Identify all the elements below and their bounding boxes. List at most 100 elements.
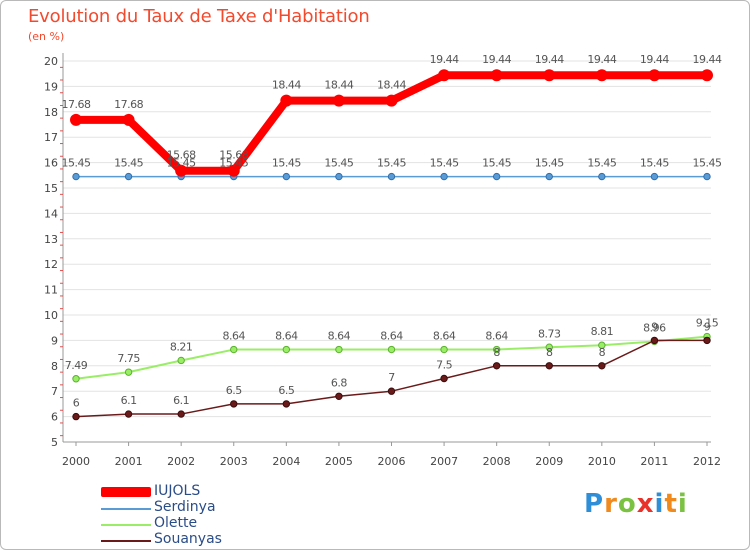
data-point-iujols bbox=[122, 113, 135, 126]
data-point-serdinya bbox=[545, 172, 553, 181]
data-label-olette: 8.73 bbox=[538, 327, 561, 340]
data-point-iujols bbox=[701, 69, 713, 82]
data-point-iujols bbox=[648, 69, 661, 82]
data-label-serdinya: 15.45 bbox=[430, 157, 459, 170]
data-label-olette: 7.75 bbox=[117, 352, 140, 365]
data-label-serdinya: 15.45 bbox=[693, 157, 722, 170]
data-point-serdinya bbox=[492, 172, 501, 181]
data-label-iujols: 15.68 bbox=[219, 149, 248, 162]
data-label-souanyas: 7.5 bbox=[436, 359, 452, 372]
y-tick-label: 16 bbox=[44, 157, 58, 170]
data-label-iujols: 18.44 bbox=[324, 79, 353, 92]
data-label-olette: 8.64 bbox=[275, 330, 298, 343]
data-label-iujols: 19.44 bbox=[587, 53, 616, 66]
legend-item-souanyas: Souanyas bbox=[101, 531, 341, 549]
data-label-serdinya: 15.45 bbox=[167, 157, 196, 170]
data-point-iujols bbox=[280, 94, 293, 107]
data-labels: 17.68 17.68 15.68 15.68 18.44 18.44 18.44 19.44… bbox=[62, 53, 723, 410]
data-label-serdinya: 15.45 bbox=[377, 157, 406, 170]
data-point-olette bbox=[598, 341, 606, 349]
y-tick-label: 19 bbox=[44, 80, 58, 93]
data-point-olette bbox=[72, 375, 80, 383]
x-tick-label: 2007 bbox=[430, 455, 458, 468]
data-label-olette: 8.64 bbox=[328, 330, 351, 343]
x-tick-label: 2005 bbox=[325, 455, 353, 468]
data-point-serdinya bbox=[387, 172, 396, 181]
data-label-serdinya: 15.45 bbox=[114, 157, 143, 170]
data-point-iujols bbox=[332, 94, 345, 107]
data-point-olette bbox=[177, 356, 185, 365]
data-point-iujols bbox=[543, 69, 556, 82]
data-point-souanyas bbox=[72, 412, 80, 421]
y-tick-label: 20 bbox=[44, 55, 58, 68]
y-tick-label: 5 bbox=[51, 436, 58, 449]
data-label-iujols: 17.68 bbox=[62, 98, 91, 111]
logo-letter: i bbox=[654, 489, 665, 519]
logo-letter: x bbox=[636, 489, 655, 519]
legend-label-souanyas: Souanyas bbox=[154, 531, 222, 547]
data-label-iujols: 19.44 bbox=[640, 53, 669, 66]
series-points bbox=[70, 69, 713, 421]
data-point-souanyas bbox=[335, 392, 343, 400]
data-label-souanyas: 6 bbox=[73, 397, 80, 410]
data-label-serdinya: 15.45 bbox=[219, 157, 248, 170]
data-label-olette: 8.64 bbox=[380, 330, 403, 343]
legend-label-olette: Olette bbox=[154, 515, 198, 531]
data-point-serdinya bbox=[282, 172, 291, 181]
data-point-souanyas bbox=[598, 362, 606, 370]
data-label-iujols: 15.68 bbox=[167, 149, 196, 162]
x-tick-label: 2003 bbox=[220, 455, 248, 468]
y-tick-label: 13 bbox=[44, 233, 58, 246]
y-tick-label: 14 bbox=[44, 207, 58, 220]
data-label-olette: 9.15 bbox=[696, 317, 719, 330]
data-label-iujols: 18.44 bbox=[272, 79, 301, 92]
data-label-iujols: 19.44 bbox=[693, 53, 722, 66]
data-label-serdinya: 15.45 bbox=[535, 157, 564, 170]
data-point-olette bbox=[335, 345, 343, 354]
logo-letter: P bbox=[584, 489, 605, 519]
y-tick-label: 7 bbox=[51, 385, 58, 398]
data-point-serdinya bbox=[650, 172, 659, 181]
data-point-serdinya bbox=[598, 172, 606, 181]
grid bbox=[63, 60, 711, 443]
x-tick-label: 2011 bbox=[640, 455, 668, 468]
data-point-olette bbox=[124, 368, 133, 376]
proxiti-logo: Proxiti bbox=[584, 489, 688, 519]
data-label-olette: 8.81 bbox=[591, 325, 614, 338]
data-point-souanyas bbox=[492, 362, 501, 370]
data-label-olette: 7.49 bbox=[65, 359, 88, 372]
x-tick-label: 2001 bbox=[115, 455, 143, 468]
data-label-iujols: 19.44 bbox=[482, 53, 511, 66]
chart-title: Evolution du Taux de Taxe d'Habitation bbox=[28, 6, 370, 27]
data-label-olette: 8.21 bbox=[170, 340, 193, 353]
chart-subtitle: (en %) bbox=[28, 30, 65, 43]
data-label-souanyas: 8 bbox=[599, 346, 606, 359]
logo-letter: o bbox=[617, 489, 637, 519]
data-point-olette bbox=[545, 343, 553, 351]
x-tick-label: 2002 bbox=[167, 455, 195, 468]
data-label-souanyas: 9 bbox=[704, 320, 711, 333]
y-tick-label: 17 bbox=[44, 131, 58, 144]
y-tick-label: 6 bbox=[51, 411, 58, 424]
legend-item-olette: Olette bbox=[101, 515, 341, 533]
x-tick-label: 2009 bbox=[535, 455, 563, 468]
data-point-olette bbox=[387, 345, 396, 354]
data-label-serdinya: 15.45 bbox=[640, 157, 669, 170]
data-point-souanyas bbox=[230, 400, 238, 408]
data-point-souanyas bbox=[440, 374, 448, 383]
data-label-iujols: 19.44 bbox=[535, 53, 564, 66]
data-point-serdinya bbox=[124, 172, 133, 181]
legend-item-serdinya: Serdinya bbox=[101, 499, 341, 517]
x-tick-label: 2006 bbox=[378, 455, 406, 468]
data-label-souanyas: 8 bbox=[493, 346, 500, 359]
data-point-serdinya bbox=[440, 172, 448, 181]
data-label-souanyas: 8 bbox=[546, 346, 553, 359]
data-point-olette bbox=[440, 345, 448, 354]
x-tick-label: 2012 bbox=[693, 455, 721, 468]
data-label-iujols: 19.44 bbox=[430, 53, 459, 66]
x-tick-label: 2010 bbox=[588, 455, 616, 468]
x-tick-label: 2008 bbox=[483, 455, 511, 468]
data-point-iujols bbox=[490, 69, 503, 82]
